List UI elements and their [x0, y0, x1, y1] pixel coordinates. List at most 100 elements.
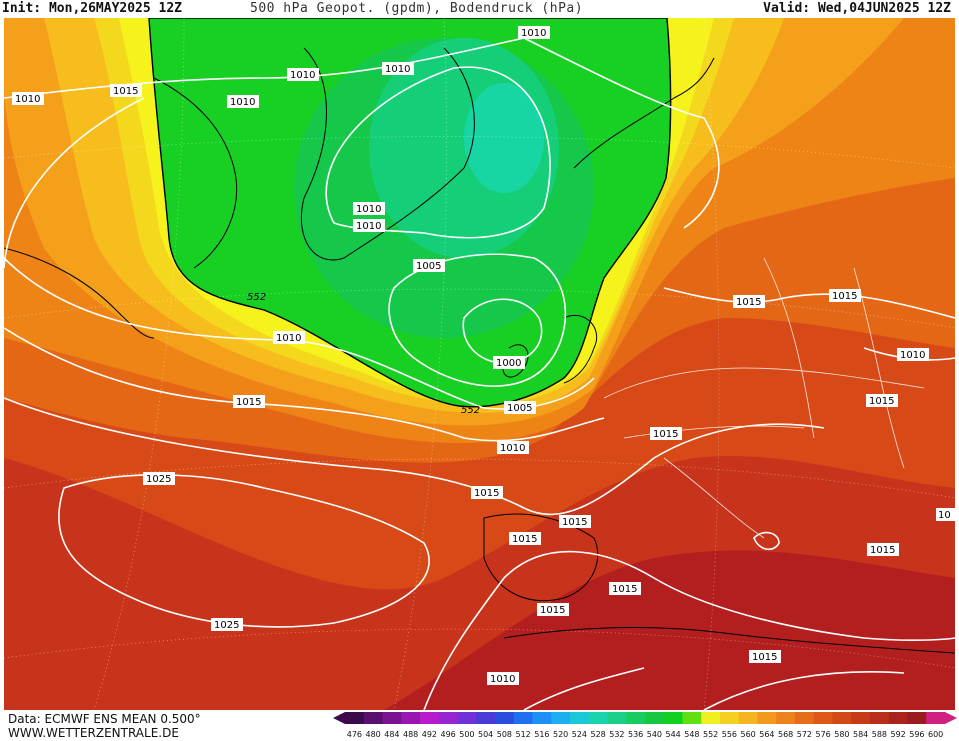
isobar-label: 1010 [385, 64, 410, 75]
colorbar-arrow-right [945, 712, 957, 724]
colorbar-tick-label: 516 [534, 730, 549, 739]
isobar-labels: 1010 1010 1010 1010 1015 1010 1010 1010 … [12, 26, 955, 685]
colorbar-tick-label: 568 [778, 730, 793, 739]
colorbar-tick-label: 500 [459, 730, 474, 739]
colorbar-tick-label: 532 [609, 730, 624, 739]
colorbar-swatch [813, 712, 833, 724]
isobar-label: 1015 [752, 652, 777, 663]
forecast-map: 1010 1010 1010 1010 1015 1010 1010 1010 … [4, 18, 955, 710]
graticule [4, 18, 955, 710]
colorbar-swatch [870, 712, 890, 724]
colorbar-swatch [888, 712, 908, 724]
isobar-label: 1010 [356, 204, 381, 215]
isobar-1015-nw [4, 97, 145, 269]
colorbar-tick-label: 492 [422, 730, 437, 739]
isobar-label: 1015 [653, 429, 678, 440]
isobar-1000 [462, 298, 543, 364]
colorbar-tick-label: 544 [665, 730, 680, 739]
greenland-coast [300, 47, 475, 261]
colorbar-swatch [832, 712, 852, 724]
colorbar-swatch [907, 712, 927, 724]
isobar-label: 1015 [562, 517, 587, 528]
isobar-1005 [388, 253, 567, 387]
colorbar-tick-label: 512 [515, 730, 530, 739]
isobar-label: 1010 [356, 221, 381, 232]
colorbar-swatch [588, 712, 608, 724]
colorbar-swatch [476, 712, 496, 724]
colorbar-swatch [701, 712, 721, 724]
isobar-label: 1015 [869, 396, 894, 407]
colorbar-tick-label: 600 [928, 730, 943, 739]
colorbar-tick-label: 572 [797, 730, 812, 739]
colorbar-tick-label: 588 [872, 730, 887, 739]
colorbar-tick-label: 476 [347, 730, 362, 739]
isobar-small-low [753, 531, 780, 551]
colorbar-swatch [401, 712, 421, 724]
colorbar-tick-label: 596 [909, 730, 924, 739]
colorbar-tick-label: 496 [440, 730, 455, 739]
isobar-label: 1015 [512, 534, 537, 545]
colorbar-tick-label: 488 [403, 730, 418, 739]
colorbar-tick-label: 536 [628, 730, 643, 739]
isobar-1015-mid [4, 397, 825, 516]
colorbar-tick-label: 548 [684, 730, 699, 739]
isobar-1010-north [4, 37, 720, 229]
color-legend: 476 480 484 488 492 496 500 504 508 512 516 520 524 5… [333, 712, 957, 739]
colorbar-swatch [551, 712, 571, 724]
britain-coast [563, 314, 598, 384]
geopotential-label: 552 [247, 292, 266, 303]
colorbar-swatch [438, 712, 458, 724]
isobar-label: 1005 [416, 261, 441, 272]
colorbar-tick-label: 504 [478, 730, 493, 739]
colorbar-tick-label: 524 [572, 730, 587, 739]
colorbar-swatch [382, 712, 402, 724]
colorbar-swatch [720, 712, 740, 724]
isobar-label: 1010 [230, 97, 255, 108]
colorbar-tick-label: 564 [759, 730, 774, 739]
isobar-1015-east [663, 287, 955, 319]
colorbar-tick-label: 584 [853, 730, 868, 739]
colorbar-swatch [663, 712, 683, 724]
colorbar-tick-label: 480 [365, 730, 380, 739]
colorbar-swatch [626, 712, 646, 724]
colorbar-tick-label: 592 [890, 730, 905, 739]
isobar-label: 1015 [540, 605, 565, 616]
colorbar-swatch [645, 712, 665, 724]
geopotential-label: 552 [461, 405, 480, 416]
colorbar-swatch [851, 712, 871, 724]
coastlines [4, 47, 955, 654]
colorbar-tick-label: 528 [590, 730, 605, 739]
colorbar-swatch [682, 712, 702, 724]
colorbar-swatch [738, 712, 758, 724]
colorbar-tick-label: 576 [815, 730, 830, 739]
colorbar-tick-label: 484 [384, 730, 399, 739]
isobar-label: 1025 [214, 620, 239, 631]
isobar-label: 1010 [500, 443, 525, 454]
colorbar-tick-label: 508 [497, 730, 512, 739]
isobars [4, 37, 955, 710]
arctic-canada-coast [153, 77, 238, 269]
colorbar-swatch [513, 712, 533, 724]
isobar-label: 1000 [496, 358, 521, 369]
isobar-label: 1015 [113, 86, 138, 97]
valid-time: Valid: Wed,04JUN2025 12Z [763, 1, 951, 16]
colorbar-tick-label: 552 [703, 730, 718, 739]
colorbar-swatch [570, 712, 590, 724]
isobar-label: 1010 [490, 674, 515, 685]
colorbar-swatch [757, 712, 777, 724]
isobar-label: 1015 [236, 397, 261, 408]
colorbar-tick-label: 580 [834, 730, 849, 739]
isobar-label: 1015 [736, 297, 761, 308]
footer: Data: ECMWF ENS MEAN 0.500° WWW.WETTERZE… [8, 712, 201, 740]
colorbar-swatch [776, 712, 796, 724]
colorbar-swatch [532, 712, 552, 724]
isobar-1015-south [423, 550, 955, 710]
data-source: Data: ECMWF ENS MEAN 0.500° [8, 712, 201, 726]
band-540 [464, 83, 544, 193]
colorbar-swatch [457, 712, 477, 724]
colorbar-tick-label: 556 [722, 730, 737, 739]
colorbar-swatch [795, 712, 815, 724]
isobar-label: 1015 [612, 584, 637, 595]
colorbar-swatch [607, 712, 627, 724]
